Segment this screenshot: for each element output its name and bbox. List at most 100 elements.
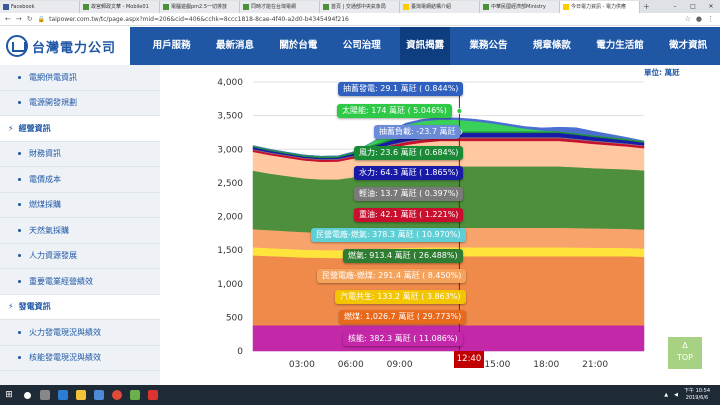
sidebar: 電網供電資訊電源開發規劃 ⚡ 經營資訊財務資訊電價成本燃煤採購天然氣採購人力資源發展…	[0, 65, 160, 395]
tab-label: 臺灣電網結構介紹	[411, 4, 452, 10]
back-to-top-label: TOP	[676, 353, 693, 362]
app-icon[interactable]	[126, 385, 144, 405]
bullet-icon	[18, 75, 21, 79]
y-tick-label: 500	[226, 313, 243, 323]
menu-icon[interactable]: ⋮	[707, 15, 714, 23]
close-icon[interactable]: ✕	[708, 3, 714, 10]
media-icon[interactable]	[144, 385, 162, 405]
browser-tab[interactable]: 中華民國經濟部Ministry	[480, 1, 560, 13]
sidebar-item[interactable]: 重要電業經營績效	[0, 269, 160, 295]
account-icon[interactable]: ●	[695, 15, 702, 23]
sidebar-item-label: 財務資訊	[29, 149, 61, 159]
folder-icon[interactable]	[72, 385, 90, 405]
cursor-point	[456, 108, 463, 114]
sidebar-item[interactable]: 核能發電現況與績效	[0, 346, 160, 371]
sidebar-item[interactable]: 電網供電資訊	[0, 65, 160, 91]
volume-icon[interactable]: ◀	[674, 392, 678, 398]
menu-item[interactable]: 業務公告	[469, 40, 508, 51]
tab-label: 今日電力資訊 - 電力供應	[571, 4, 626, 10]
edge-icon[interactable]	[54, 385, 72, 405]
star-icon[interactable]: ☆	[684, 15, 691, 23]
sidebar-item[interactable]: 燃煤採購	[0, 193, 160, 218]
tab-favicon-icon	[243, 4, 249, 10]
sidebar-item[interactable]: 財務資訊	[0, 142, 160, 167]
sidebar-item-label: 電網供電資訊	[29, 72, 77, 82]
menu-item[interactable]: 關於台電	[279, 40, 318, 51]
windows-taskbar: ⊞ ▲ ◀ 下午 10:54 2019/6/6	[0, 385, 720, 405]
back-to-top-button[interactable]: Δ TOP	[668, 337, 702, 369]
y-tick-label: 2,000	[217, 213, 243, 223]
store-icon[interactable]	[90, 385, 108, 405]
system-tray: ▲ ◀ 下午 10:54 2019/6/6	[664, 388, 720, 402]
search-icon[interactable]	[18, 385, 36, 405]
chart-panel: 單位: 萬瓩 0 500 1,000 1,500 2,000 2,500 3,000 3,50…	[160, 65, 720, 395]
sidebar-item[interactable]: 電價成本	[0, 167, 160, 193]
bullet-icon	[18, 228, 21, 232]
lock-icon: 🔒	[37, 15, 46, 23]
y-tick-label: 0	[237, 347, 243, 357]
menu-item[interactable]: 公司治理	[342, 40, 381, 51]
sidebar-item-label: 核能發電現況與績效	[29, 353, 101, 363]
sidebar-item[interactable]: 火力發電現況與績效	[0, 320, 160, 346]
bullet-icon	[18, 152, 21, 156]
browser-tab[interactable]: 今日電力資訊 - 電力供應	[560, 1, 640, 13]
sidebar-item[interactable]: 天然氣採購	[0, 218, 160, 244]
chart-tooltip: 燃氣: 913.4 萬瓩 ( 26.488%)	[343, 249, 463, 263]
reload-icon[interactable]: ↻	[26, 15, 33, 23]
x-tick-label: 18:00	[533, 360, 559, 370]
minimize-icon[interactable]: –	[673, 3, 677, 10]
tab-label: 故宮郵政文華 - Mobile01	[91, 4, 149, 10]
menu-item[interactable]: 資訊揭露	[400, 27, 451, 65]
tab-label: 首頁 | 交通部中央氣象局	[331, 4, 386, 10]
menu-item[interactable]: 用戶服務	[152, 40, 191, 51]
browser-tab[interactable]: Facebook	[0, 1, 80, 13]
sidebar-section-header[interactable]: ⚡ 經營資訊	[0, 116, 160, 142]
task-view-icon[interactable]	[36, 385, 54, 405]
bullet-icon	[18, 177, 21, 181]
clock[interactable]: 下午 10:54 2019/6/6	[684, 388, 710, 402]
sidebar-item-label: 人力資源發展	[29, 251, 77, 261]
window-controls: – □ ✕	[666, 1, 720, 13]
y-tick-label: 1,500	[217, 246, 243, 256]
chart-tooltip: 輕油: 13.7 萬瓩 ( 0.397%)	[354, 187, 464, 201]
chart-tooltip: 太陽能: 174 萬瓩 ( 5.046%)	[337, 104, 452, 118]
bullet-icon	[18, 203, 21, 207]
back-icon[interactable]: ←	[5, 15, 11, 23]
browser-tab[interactable]: 臺灣電網結構介紹	[400, 1, 480, 13]
y-tick-label: 2,500	[217, 179, 243, 189]
bullet-icon	[18, 330, 21, 334]
sidebar-item[interactable]: 電源開發規劃	[0, 91, 160, 116]
main-menu: 用戶服務 最新消息 關於台電 公司治理 資訊揭露 業務公告 規章條款 電力生活館 徵才資訊	[130, 27, 720, 65]
browser-tab[interactable]: 電腦遊戲pm2.5一切排放	[160, 1, 240, 13]
tab-label: 中華民國經濟部Ministry	[491, 4, 546, 10]
browser-tab[interactable]: 首頁 | 交通部中央氣象局	[320, 1, 400, 13]
chrome-icon[interactable]	[108, 385, 126, 405]
forward-icon[interactable]: →	[15, 15, 22, 23]
chart-tooltip: 重油: 42.1 萬瓩 ( 1.221%)	[354, 208, 464, 222]
windows-start-icon[interactable]: ⊞	[5, 390, 13, 400]
tab-favicon-icon	[83, 4, 89, 10]
chart-tooltip: 抽蓄發電: 29.1 萬瓩 ( 0.844%)	[338, 82, 464, 96]
bullet-icon	[18, 279, 21, 283]
bullet-icon	[18, 101, 21, 105]
menu-item[interactable]: 規章條款	[532, 40, 571, 51]
lightning-icon: ⚡	[8, 123, 14, 133]
tab-favicon-icon	[563, 4, 569, 10]
menu-item[interactable]: 最新消息	[216, 40, 255, 51]
browser-tab[interactable]: 故宮郵政文華 - Mobile01	[80, 1, 160, 13]
sidebar-section-header[interactable]: ⚡ 發電資訊	[0, 294, 160, 320]
network-icon[interactable]: ▲	[664, 392, 669, 398]
taipower-logo[interactable]: 台灣電力公司	[0, 27, 130, 65]
logo-text: 台灣電力公司	[32, 40, 117, 56]
tab-favicon-icon	[163, 4, 169, 10]
menu-item[interactable]: 徵才資訊	[669, 40, 708, 51]
sidebar-item-label: 燃煤採購	[29, 200, 61, 210]
sidebar-item[interactable]: 人力資源發展	[0, 244, 160, 269]
url-field[interactable]: taipower.com.tw/tc/page.aspx?mid=206&cid…	[49, 15, 349, 23]
browser-tab[interactable]: 同時才能在台灣電網	[240, 1, 320, 13]
clock-time: 下午 10:54	[684, 388, 710, 394]
maximize-icon[interactable]: □	[690, 3, 696, 10]
new-tab-button[interactable]: +	[643, 2, 650, 11]
menu-item[interactable]: 電力生活館	[596, 40, 644, 51]
clock-date: 2019/6/6	[685, 395, 709, 401]
